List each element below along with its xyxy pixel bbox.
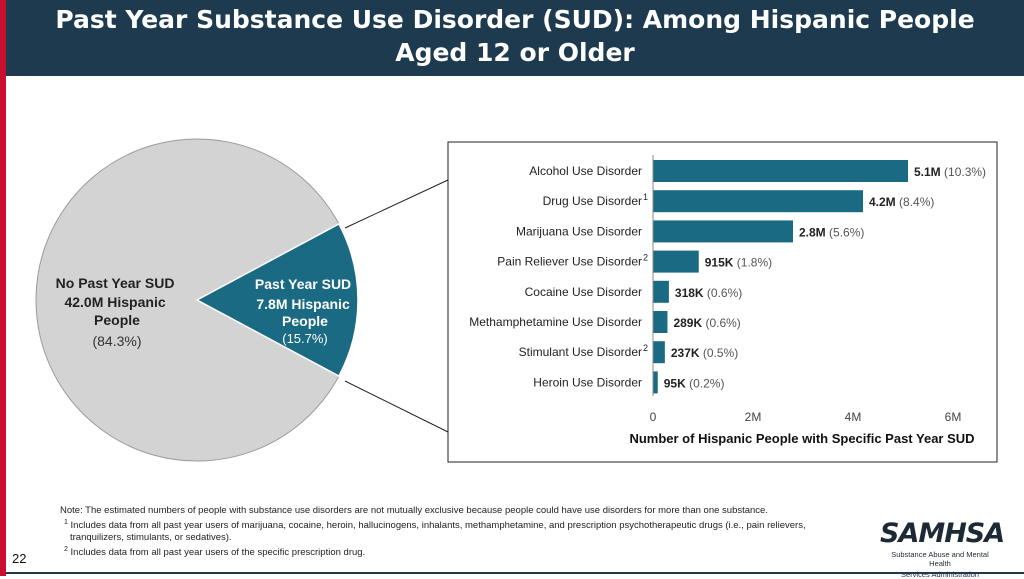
bar-percent: (8.4%)	[896, 195, 935, 209]
bar-value-label: 95K (0.2%)	[664, 376, 725, 390]
bar-percent: (5.6%)	[826, 225, 865, 239]
bar-percent: (10.3%)	[941, 165, 986, 179]
page-number: 22	[12, 551, 27, 566]
pie-sud-pct: (15.7%)	[282, 331, 328, 346]
pie-no-sud-line3: People	[94, 312, 140, 328]
bar-category-label: Alcohol Use Disorder	[529, 164, 642, 178]
footnote-1-mark: 1	[64, 519, 68, 526]
logo-subtitle-2: Services Administration	[901, 570, 979, 579]
bar-chart-frame	[447, 141, 998, 463]
bar-value: 289K	[673, 316, 702, 330]
bar-percent: (1.8%)	[733, 256, 772, 270]
footnote-2: 2 Includes data from all past year users…	[60, 544, 860, 559]
bar-value: 95K	[664, 376, 686, 390]
bar-percent: (0.6%)	[702, 316, 741, 330]
pie-sud-line2: 7.8M Hispanic	[256, 296, 350, 312]
bar-percent: (0.5%)	[700, 346, 739, 360]
bar-category-label: Cocaine Use Disorder	[525, 285, 642, 299]
pie-label-no-sud: No Past Year SUD 42.0M Hispanic People	[56, 275, 179, 328]
bar-value: 4.2M	[869, 195, 896, 209]
bar-value: 915K	[705, 256, 734, 270]
bar-category-label: Heroin Use Disorder	[533, 375, 642, 389]
logo-wordmark: SAMHSA	[880, 518, 1005, 549]
bar	[653, 220, 793, 243]
pie-sud-line1: Past Year SUD	[255, 276, 351, 292]
bar	[653, 160, 908, 182]
pie-sud-line3: People	[282, 313, 328, 329]
bar	[653, 341, 665, 364]
bar-category-mark: 2	[643, 253, 648, 263]
bar-category-mark: 1	[643, 192, 648, 202]
samhsa-logo: SAMHSA Substance Abuse and Mental Health…	[880, 518, 1005, 579]
bar-percent: (0.6%)	[704, 286, 743, 300]
pie-no-sud-line1: No Past Year SUD	[56, 275, 175, 291]
bar-category-label: Stimulant Use Disorder	[519, 345, 642, 359]
title-banner	[6, 0, 1024, 76]
bar	[653, 250, 699, 273]
bar-category-label: Marijuana Use Disorder	[516, 224, 642, 238]
bar-value-label: 289K (0.6%)	[673, 316, 740, 330]
bar-value-label: 2.8M (5.6%)	[799, 225, 864, 239]
x-tick-label: 0	[650, 410, 657, 424]
footnote-2-text: Includes data from all past year users o…	[70, 547, 366, 559]
x-tick-label: 6M	[945, 410, 962, 424]
pie-no-sud-line2: 42.0M Hispanic	[64, 294, 165, 310]
page-title: Past Year Substance Use Disorder (SUD): …	[6, 3, 1024, 69]
bar	[653, 190, 863, 213]
accent-bar	[0, 0, 6, 576]
connector-bottom	[344, 380, 449, 433]
title-line-1: Past Year Substance Use Disorder (SUD): …	[55, 5, 975, 34]
title-line-2: Aged 12 or Older	[395, 38, 635, 67]
bar-category-mark: 2	[643, 343, 648, 353]
footnote-1: 1 Includes data from all past year users…	[60, 517, 860, 544]
pie-slice-no-sud	[35, 138, 340, 462]
bar	[653, 311, 668, 333]
footnote-2-mark: 2	[64, 546, 68, 554]
pie-no-sud-pct: (84.3%)	[92, 333, 141, 349]
connector-top	[344, 179, 449, 229]
bar-value: 2.8M	[799, 225, 826, 239]
bar-value-label: 915K (1.8%)	[705, 256, 772, 270]
bar-value-label: 5.1M (10.3%)	[914, 165, 986, 179]
x-axis-title: Number of Hispanic People with Specific …	[629, 431, 974, 446]
footnote-1-text: Includes data from all past year users o…	[70, 520, 806, 544]
bar-value: 237K	[671, 346, 700, 360]
pie-slice-sud	[195, 222, 359, 378]
footer-rule	[6, 572, 1024, 574]
bar	[653, 280, 669, 303]
bar-category-label: Drug Use Disorder	[543, 194, 642, 208]
note-text: Note: The estimated numbers of people wi…	[60, 505, 768, 516]
pie-chart	[35, 138, 359, 462]
bar-value: 318K	[675, 286, 704, 300]
x-tick-label: 2M	[745, 410, 762, 424]
bar-percent: (0.2%)	[686, 376, 725, 390]
bar-value-label: 4.2M (8.4%)	[869, 195, 934, 209]
notes: Note: The estimated numbers of people wi…	[60, 505, 860, 559]
x-tick-label: 4M	[845, 410, 862, 424]
logo-subtitle-1: Substance Abuse and Mental Health	[891, 550, 989, 568]
bar-category-label: Pain Reliever Use Disorder	[497, 255, 642, 269]
bar-value: 5.1M	[914, 165, 941, 179]
pie-label-sud: Past Year SUD 7.8M Hispanic People	[255, 276, 355, 329]
bar-value-label: 237K (0.5%)	[671, 346, 738, 360]
bar-chart: Alcohol Use Disorder 5.1M (10.3%) Drug Use…	[469, 155, 986, 446]
bar-category-label: Methamphetamine Use Disorder	[469, 315, 642, 329]
bar	[653, 371, 658, 394]
bar-value-label: 318K (0.6%)	[675, 286, 742, 300]
